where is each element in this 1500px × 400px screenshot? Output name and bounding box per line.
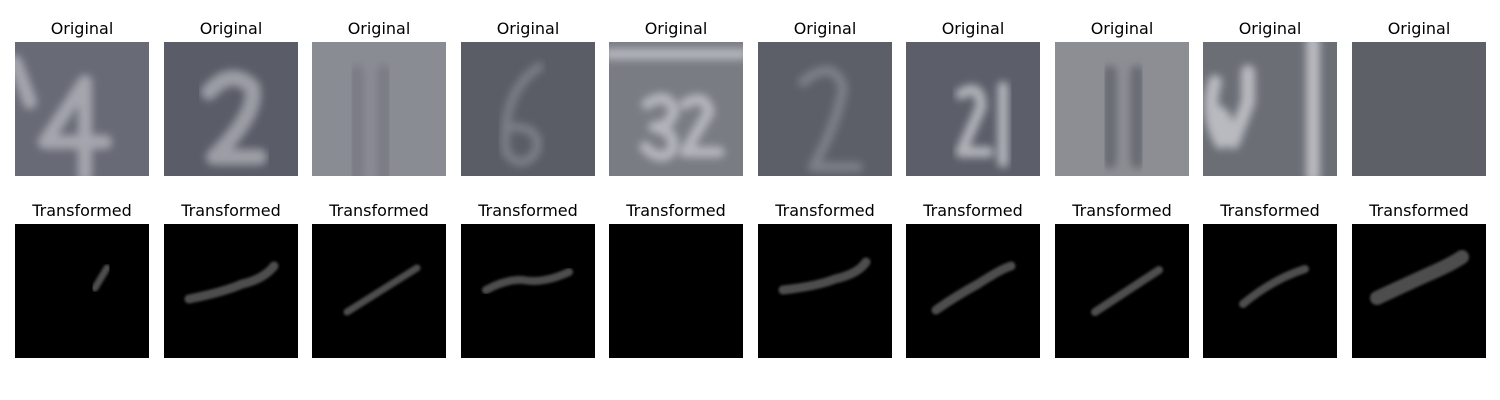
image-background bbox=[1055, 42, 1189, 176]
panel-title: Transformed bbox=[1219, 201, 1320, 220]
panel-title: Transformed bbox=[922, 201, 1023, 220]
image-background bbox=[461, 42, 595, 176]
image-background bbox=[609, 224, 743, 358]
original-image bbox=[1352, 42, 1486, 176]
stroke-shape bbox=[1370, 250, 1469, 305]
digit-shape bbox=[955, 81, 1009, 168]
panel-title: Original bbox=[348, 19, 411, 38]
transformed-image bbox=[758, 224, 892, 358]
transformed-image bbox=[906, 224, 1040, 358]
image-background bbox=[461, 224, 595, 358]
panel-title: Original bbox=[942, 19, 1005, 38]
transformed-image bbox=[1055, 224, 1189, 358]
digit-shape bbox=[1103, 65, 1144, 169]
panel-title: Transformed bbox=[1071, 201, 1172, 220]
image-background bbox=[758, 224, 892, 358]
digit-shape bbox=[15, 55, 112, 176]
image-background bbox=[758, 42, 892, 176]
stroke-shape bbox=[1239, 265, 1309, 308]
digit-shape bbox=[1204, 42, 1320, 176]
digit-shape bbox=[350, 65, 391, 176]
original-image bbox=[461, 42, 595, 176]
original-image bbox=[312, 42, 446, 176]
original-image bbox=[15, 42, 149, 176]
transformed-image bbox=[1352, 224, 1486, 358]
stroke-shape bbox=[91, 264, 111, 292]
digit-shape bbox=[798, 65, 863, 172]
image-background bbox=[15, 224, 149, 358]
stroke-shape bbox=[931, 261, 1016, 315]
transformed-image bbox=[461, 224, 595, 358]
digit-shape bbox=[609, 48, 743, 162]
original-image bbox=[906, 42, 1040, 176]
panel-title: Original bbox=[645, 19, 708, 38]
image-background bbox=[1203, 224, 1337, 358]
original-image bbox=[1203, 42, 1337, 176]
image-background bbox=[1352, 224, 1486, 358]
panel-title: Original bbox=[200, 19, 263, 38]
panel-title: Original bbox=[1239, 19, 1302, 38]
stroke-shape bbox=[482, 268, 573, 294]
panel-title: Original bbox=[497, 19, 560, 38]
panel-title: Original bbox=[1388, 19, 1451, 38]
original-image bbox=[164, 42, 298, 176]
stroke-shape bbox=[778, 257, 871, 295]
panel-title: Transformed bbox=[328, 201, 429, 220]
panel-title: Transformed bbox=[625, 201, 726, 220]
stroke-shape bbox=[343, 264, 421, 316]
transformed-image bbox=[15, 224, 149, 358]
original-image bbox=[609, 42, 743, 176]
transformed-image bbox=[609, 224, 743, 358]
stroke-shape bbox=[184, 261, 279, 304]
digit-shape bbox=[201, 70, 267, 165]
transformed-image bbox=[312, 224, 446, 358]
panel-title: Transformed bbox=[1368, 201, 1469, 220]
panel-title: Original bbox=[794, 19, 857, 38]
original-image bbox=[1055, 42, 1189, 176]
panel-title: Transformed bbox=[180, 201, 281, 220]
digit-shape bbox=[500, 62, 544, 167]
panel-title: Transformed bbox=[477, 201, 578, 220]
panel-title: Original bbox=[1091, 19, 1154, 38]
transformed-image bbox=[164, 224, 298, 358]
stroke-shape bbox=[1091, 266, 1163, 316]
transformed-image bbox=[1203, 224, 1337, 358]
panel-title: Original bbox=[51, 19, 114, 38]
panel-title: Transformed bbox=[31, 201, 132, 220]
panel-title: Transformed bbox=[774, 201, 875, 220]
original-image bbox=[758, 42, 892, 176]
